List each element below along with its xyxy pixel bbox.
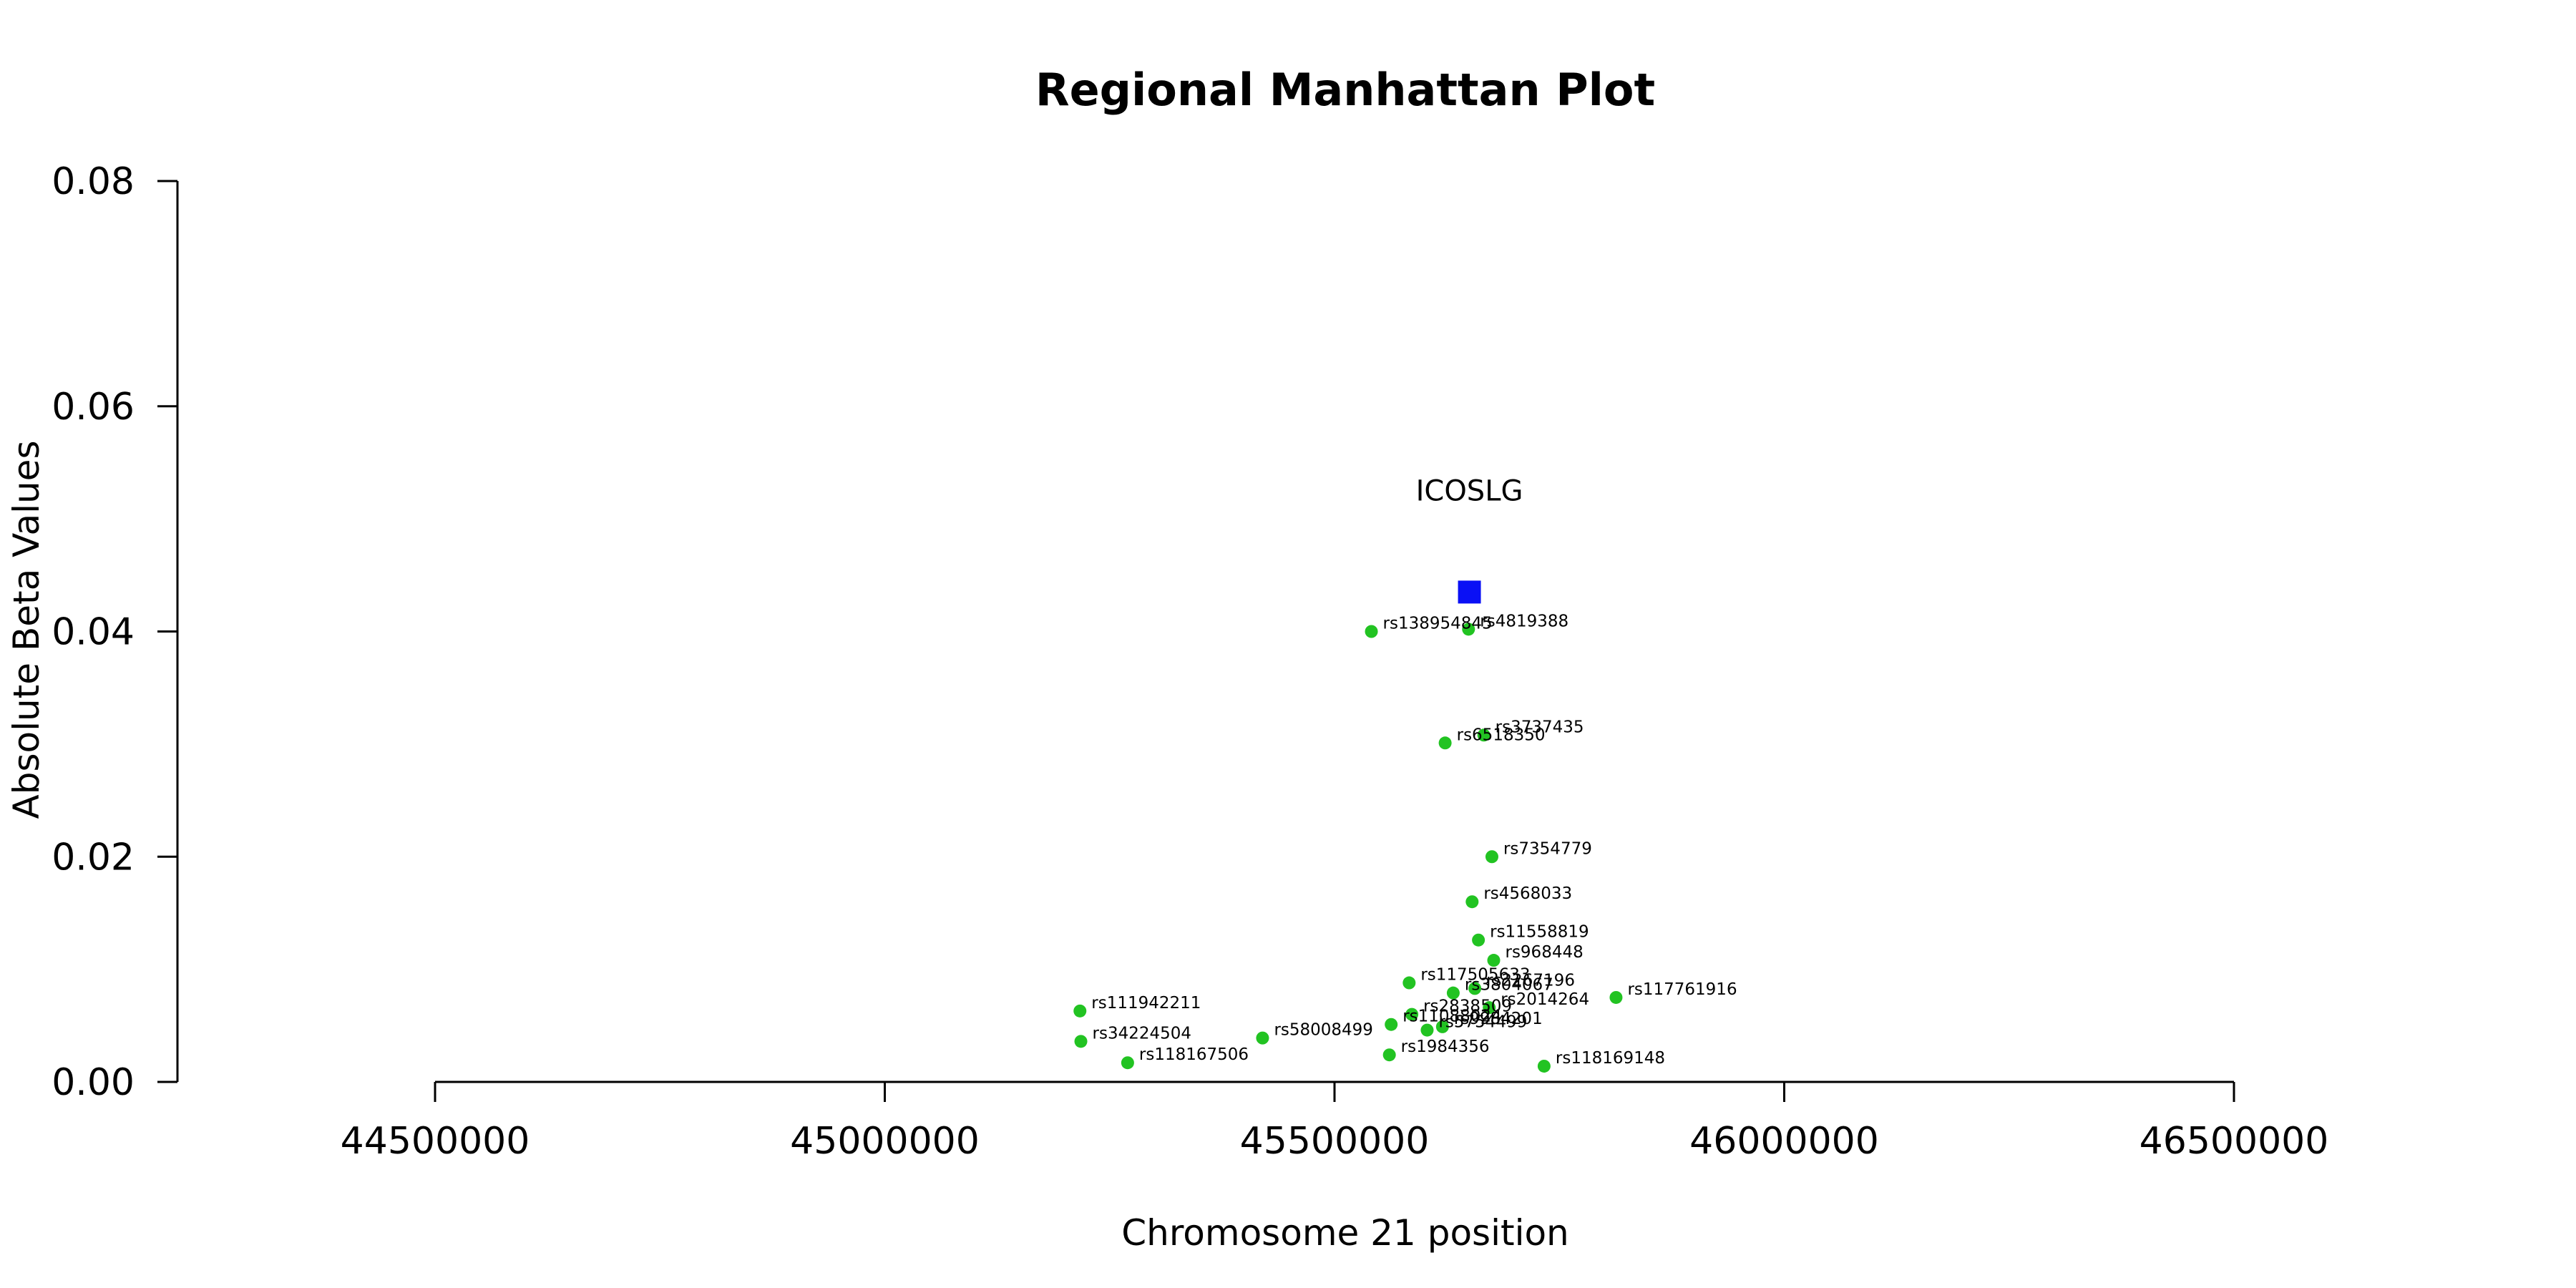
snp-label: rs5754499 bbox=[1438, 1013, 1527, 1032]
snp-label: rs4568033 bbox=[1483, 884, 1572, 903]
snp-point bbox=[1256, 1031, 1269, 1045]
snp-label: rs968448 bbox=[1505, 943, 1583, 962]
snp-label: rs111942211 bbox=[1091, 994, 1201, 1013]
x-axis: 44500000 45000000 45500000 46000000 46500000 bbox=[341, 1080, 2329, 1163]
y-tick-label: 0.08 bbox=[52, 160, 135, 203]
snp-point bbox=[1121, 1056, 1134, 1070]
snp-label: rs4819388 bbox=[1480, 612, 1568, 630]
chart-title: Regional Manhattan Plot bbox=[1035, 64, 1655, 116]
gene-label: ICOSLG bbox=[1416, 474, 1523, 507]
x-tick-label: 46500000 bbox=[2140, 1120, 2329, 1163]
data-points bbox=[1073, 580, 1623, 1073]
snp-point bbox=[1365, 625, 1378, 638]
y-tick-label: 0.04 bbox=[52, 611, 135, 654]
snp-point bbox=[1487, 954, 1501, 967]
snp-point bbox=[1435, 1020, 1449, 1033]
x-tick-label: 45500000 bbox=[1240, 1120, 1430, 1163]
snp-point bbox=[1465, 895, 1479, 909]
snp-label: rs118169148 bbox=[1556, 1049, 1665, 1068]
snp-point bbox=[1537, 1059, 1551, 1073]
y-axis: 0.00 0.02 0.04 0.06 0.08 bbox=[52, 160, 179, 1104]
snp-label: rs2838509 bbox=[1423, 997, 1512, 1016]
snp-label: rs1984356 bbox=[1401, 1038, 1490, 1056]
snp-point bbox=[1382, 1048, 1396, 1062]
snp-label: rs34224504 bbox=[1093, 1024, 1192, 1043]
snp-point bbox=[1483, 1001, 1496, 1015]
snp-point bbox=[1405, 1008, 1419, 1021]
snp-label: rs118167506 bbox=[1139, 1045, 1249, 1064]
x-tick-label: 44500000 bbox=[341, 1120, 530, 1163]
snp-label: rs58008499 bbox=[1274, 1021, 1373, 1040]
x-axis-label: Chromosome 21 position bbox=[1121, 1212, 1569, 1254]
snp-point bbox=[1385, 1018, 1398, 1031]
y-tick-label: 0.02 bbox=[52, 836, 135, 879]
snp-point bbox=[1074, 1035, 1088, 1048]
snp-point bbox=[1073, 1004, 1087, 1018]
x-tick-label: 45000000 bbox=[790, 1120, 980, 1163]
snp-point bbox=[1609, 990, 1623, 1004]
snp-label: rs9984201 bbox=[1454, 1010, 1543, 1028]
gene-marker bbox=[1458, 580, 1481, 604]
snp-label: rs138954845 bbox=[1383, 615, 1493, 633]
snp-label: rs3737435 bbox=[1496, 718, 1584, 736]
snp-point bbox=[1462, 623, 1475, 636]
snp-label: rs7354779 bbox=[1503, 839, 1592, 858]
snp-point bbox=[1485, 850, 1498, 864]
snp-label: rs11558819 bbox=[1490, 923, 1589, 942]
y-tick-label: 0.00 bbox=[52, 1061, 135, 1104]
snp-point bbox=[1402, 976, 1416, 990]
y-tick-label: 0.06 bbox=[52, 386, 135, 429]
snp-label: rs2014264 bbox=[1501, 990, 1589, 1009]
x-tick-label: 46000000 bbox=[1689, 1120, 1879, 1163]
snp-point bbox=[1472, 933, 1485, 947]
snp-point bbox=[1420, 1023, 1434, 1037]
snp-point bbox=[1468, 982, 1482, 995]
y-axis-label: Absolute Beta Values bbox=[6, 441, 47, 819]
snp-point bbox=[1438, 736, 1452, 750]
snp-label: rs2267196 bbox=[1486, 971, 1575, 990]
snp-point bbox=[1446, 986, 1460, 1000]
snp-label: rs11088024 bbox=[1402, 1008, 1502, 1026]
snp-label: rs6518350 bbox=[1457, 726, 1546, 744]
snp-label: rs117761916 bbox=[1627, 980, 1737, 999]
snp-point bbox=[1477, 728, 1491, 742]
snp-label: rs117505633 bbox=[1420, 966, 1530, 985]
snp-label: rs3804067 bbox=[1465, 976, 1553, 995]
